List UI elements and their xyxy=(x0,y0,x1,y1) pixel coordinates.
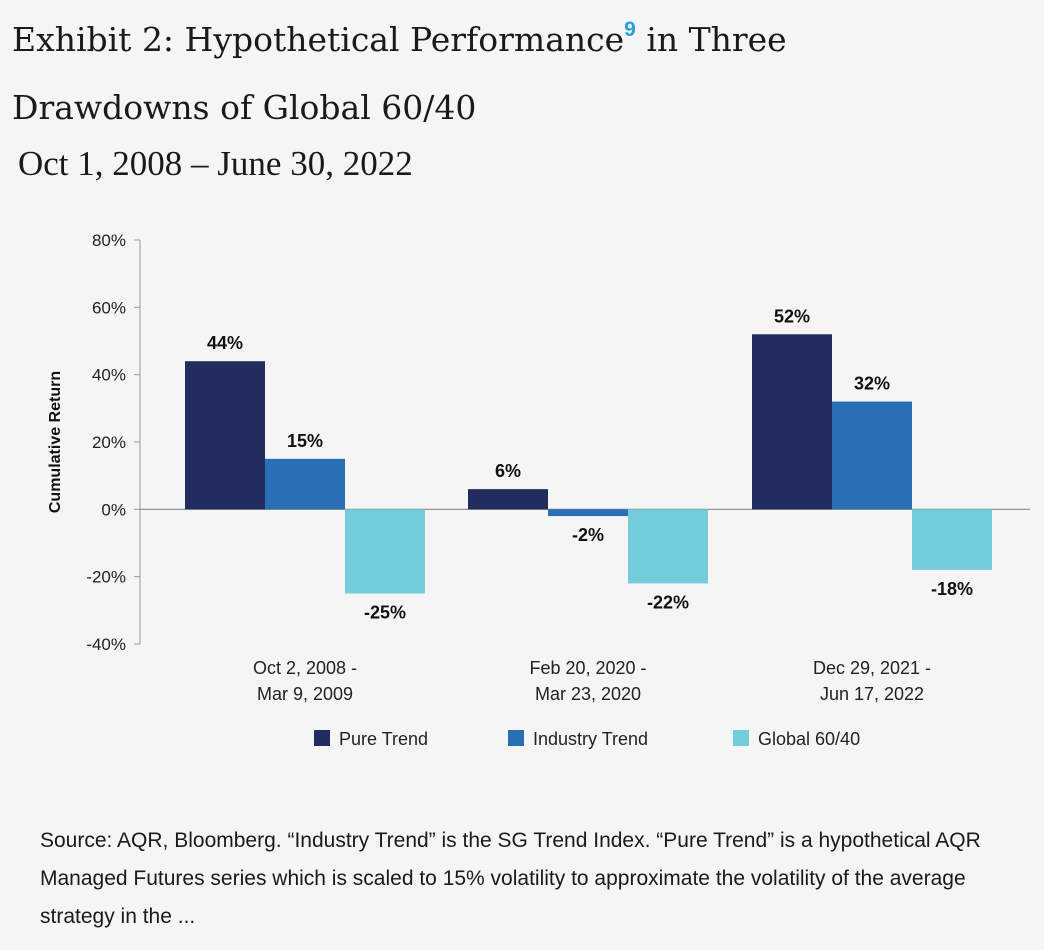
chart-legend: Pure Trend Industry Trend Global 60/40 xyxy=(314,729,860,749)
bar-data-label: -25% xyxy=(364,603,406,623)
legend-item: Industry Trend xyxy=(508,729,648,749)
bar-chart: 80% 60% 40% 20% 0% -20% -40% Cumulative Return O… xyxy=(47,231,1030,749)
x-category-label: Oct 2, 2008 - xyxy=(253,658,357,678)
bar-data-label: -18% xyxy=(931,579,973,599)
bar-data-label: 6% xyxy=(495,461,521,481)
bar xyxy=(345,509,425,594)
y-tick-label: -20% xyxy=(86,568,126,587)
bar xyxy=(548,509,628,517)
legend-swatch xyxy=(314,730,330,746)
x-category-label: Dec 29, 2021 - xyxy=(813,658,931,678)
chart-data-labels: 44% 6% 52% 15% -2% 32% -25% -22% -18% xyxy=(207,306,973,622)
y-tick-label: 0% xyxy=(101,500,126,519)
y-tick-label: -40% xyxy=(86,635,126,654)
bar-data-label: -22% xyxy=(647,592,689,612)
x-category-label: Jun 17, 2022 xyxy=(820,684,924,704)
title-line-1-end: in Three xyxy=(635,20,787,59)
legend-label: Pure Trend xyxy=(339,729,428,749)
footnote-marker[interactable]: 9 xyxy=(624,18,636,41)
y-tick-label: 80% xyxy=(92,231,126,250)
legend-item: Pure Trend xyxy=(314,729,428,749)
y-axis-title: Cumulative Return xyxy=(47,371,64,513)
bar xyxy=(912,509,992,570)
bar-data-label: 44% xyxy=(207,333,243,353)
legend-swatch xyxy=(733,730,749,746)
bar xyxy=(468,489,548,510)
bar-data-label: 15% xyxy=(287,431,323,451)
legend-label: Global 60/40 xyxy=(758,729,860,749)
chart-bars xyxy=(185,334,992,594)
legend-item: Global 60/40 xyxy=(733,729,860,749)
bar-data-label: -2% xyxy=(572,525,604,545)
chart-subtitle: Oct 1, 2008 – June 30, 2022 xyxy=(18,144,413,183)
bar-data-label: 52% xyxy=(774,306,810,326)
chart-axes: 80% 60% 40% 20% 0% -20% -40% Cumulative Return O… xyxy=(47,231,1030,704)
title-line-2: Drawdowns of Global 60/40 xyxy=(12,88,477,127)
y-tick-label: 20% xyxy=(92,433,126,452)
bar xyxy=(752,334,832,510)
legend-swatch xyxy=(508,730,524,746)
bar xyxy=(628,509,708,584)
bar xyxy=(265,458,345,510)
y-tick-label: 40% xyxy=(92,366,126,385)
x-category-label: Feb 20, 2020 - xyxy=(529,658,646,678)
title-line-1: Exhibit 2: Hypothetical Performance xyxy=(12,20,625,59)
bar-data-label: 32% xyxy=(854,374,890,394)
bar xyxy=(185,361,265,510)
bar xyxy=(832,401,912,510)
x-category-label: Mar 9, 2009 xyxy=(257,684,353,704)
x-category-label: Mar 23, 2020 xyxy=(535,684,641,704)
chart-title: Exhibit 2: Hypothetical Performance9 in … xyxy=(12,6,1032,142)
y-tick-label: 60% xyxy=(92,298,126,317)
source-note: Source: AQR, Bloomberg. “Industry Trend”… xyxy=(40,829,981,928)
legend-label: Industry Trend xyxy=(533,729,648,749)
